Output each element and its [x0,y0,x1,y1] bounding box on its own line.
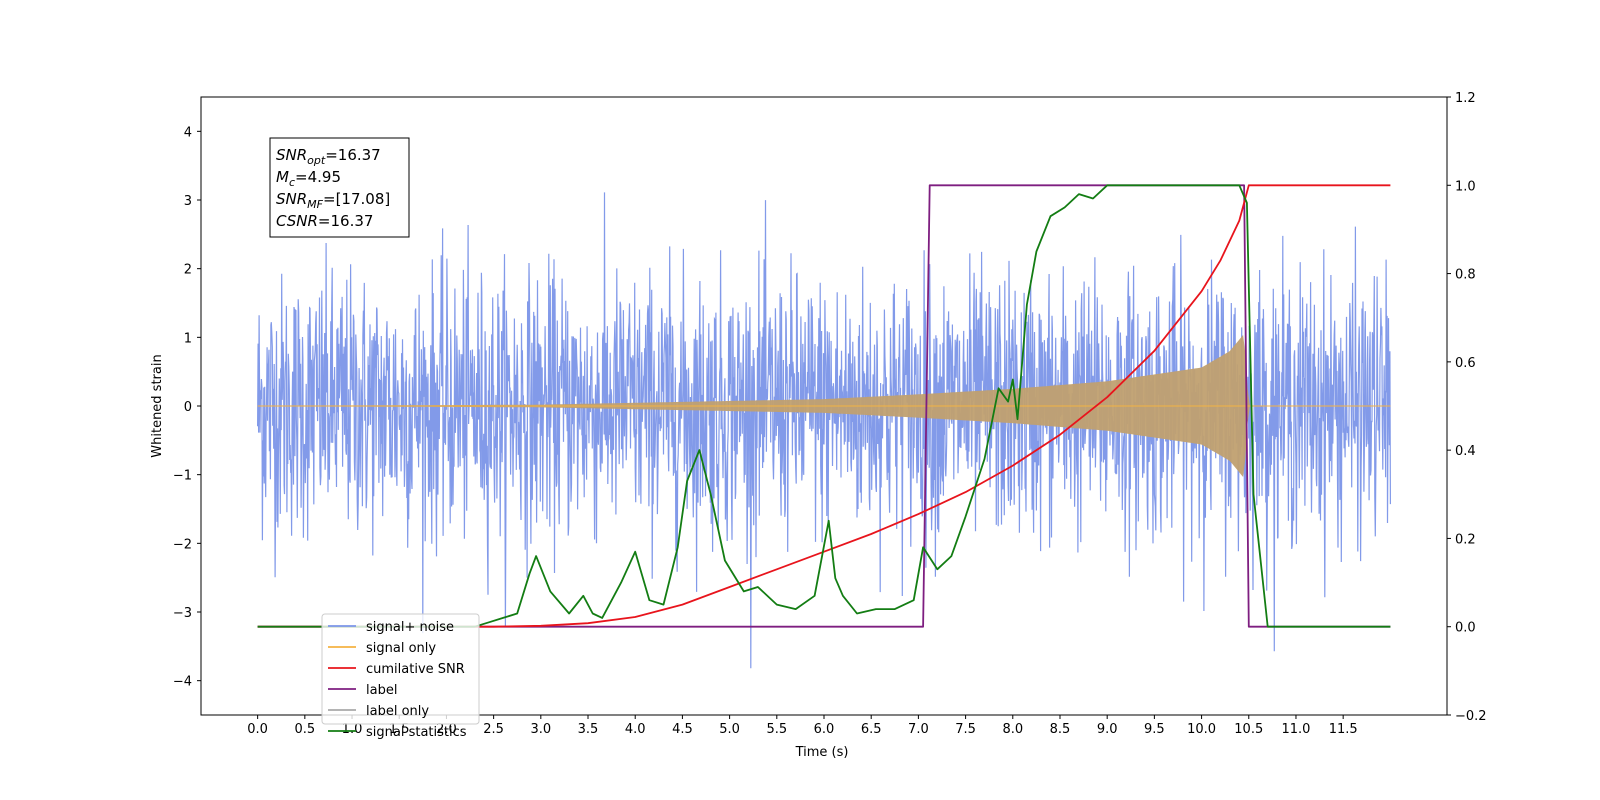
x-tick-label: 9.5 [1144,722,1165,737]
y-tick-label: 1 [184,331,192,346]
x-tick-label: 7.0 [908,722,929,737]
x-tick-label: 3.0 [530,722,551,737]
legend-label: signal+ noise [366,620,454,635]
legend-frame [321,613,480,725]
x-tick-label: 1.5 [389,722,410,737]
x-tick-label: 2.0 [436,722,457,737]
y-tick-label: 0 [184,400,192,415]
x-tick-label: 5.0 [719,722,740,737]
x-tick-label: 3.5 [578,722,599,737]
legend-label: signal only [366,641,436,656]
x-tick-label: 0.5 [294,722,315,737]
legend-label: label [366,683,397,698]
y-tick-label: −4 [173,675,192,690]
y2-tick-label: 0.6 [1455,356,1476,371]
series-signal-statistics [257,184,1391,628]
x-tick-label: 6.5 [861,722,882,737]
x-tick-label: 8.0 [1002,722,1023,737]
x-tick-label: 9.0 [1097,722,1118,737]
y-tick-label: −2 [173,537,192,552]
annotation-frame [269,137,410,238]
x-axis: 0.0 0.5 1.0 1.5 2.0 2.5 3.0 3.5 4.0 4.5 5.0 5.5 6.0 6… [247,715,1358,737]
legend: signal+ noise signal only cumilative SNR la… [321,613,480,740]
x-tick-label: 6.0 [814,722,835,737]
legend-label: signal statistics [366,725,467,740]
legend-label: cumilative SNR [366,662,465,677]
y2-tick-label: 1.2 [1455,91,1476,106]
y2-tick-label: 0.4 [1455,444,1476,459]
y-tick-label: −3 [173,606,192,621]
x-axis-label: Time (s) [795,745,849,760]
y2-tick-label: 0.2 [1455,532,1476,547]
annotation-line: Mc=4.95 [276,168,341,189]
annotation-line: CSNR=16.37 [276,212,373,230]
y-tick-label: 3 [184,194,192,209]
y2-tick-label: −0.2 [1455,709,1487,724]
x-tick-label: 2.5 [483,722,504,737]
y-tick-label: 4 [184,125,192,140]
x-tick-label: 0.0 [247,722,268,737]
series-layer [257,184,1391,669]
y2-tick-label: 0.0 [1455,621,1476,636]
x-tick-label: 11.0 [1281,722,1310,737]
x-tick-label: 7.5 [955,722,976,737]
x-tick-label: 10.5 [1234,722,1263,737]
y-axis-label: Whitened strain [150,354,165,457]
y2-tick-label: 1.0 [1455,179,1476,194]
y-axis-right: 1.2 1.0 0.8 0.6 0.4 0.2 0.0 −0.2 [1447,91,1487,724]
series-signal-plus-noise [257,192,1391,669]
y-axis-left: 4 3 2 1 0 −1 −2 −3 −4 [173,125,201,690]
legend-label: label only [366,704,429,719]
y2-tick-label: 0.8 [1455,268,1476,283]
y-tick-label: 2 [184,263,192,278]
annotation-line: SNRMF=[17.08] [276,190,390,211]
x-tick-label: 5.5 [766,722,787,737]
x-tick-label: 10.0 [1187,722,1216,737]
x-tick-label: 8.5 [1050,722,1071,737]
annotation-line: SNRopt=16.37 [276,146,381,167]
x-tick-label: 4.5 [672,722,693,737]
x-tick-label: 1.0 [342,722,363,737]
x-tick-label: 11.5 [1329,722,1358,737]
x-tick-label: 4.0 [625,722,646,737]
series-cumulative-snr [257,184,1391,628]
annotation-box: SNRopt=16.37Mc=4.95SNRMF=[17.08]CSNR=16.… [269,137,410,238]
y-tick-label: −1 [173,469,192,484]
